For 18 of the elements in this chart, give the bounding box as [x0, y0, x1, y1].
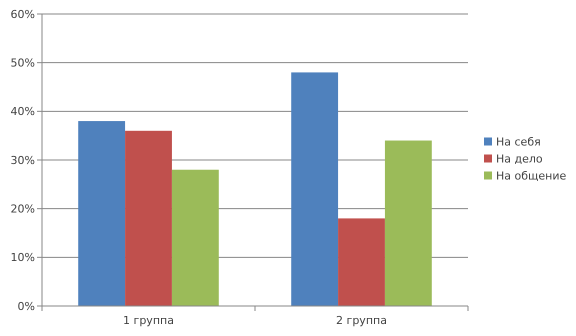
y-tick-label: 10%: [10, 251, 35, 264]
x-tick-label: 1 группа: [123, 314, 174, 327]
legend-label: На себя: [496, 135, 541, 148]
bar: [384, 140, 432, 306]
bar: [125, 130, 172, 306]
legend-label: На общение: [496, 169, 566, 182]
y-tick-label: 20%: [10, 202, 35, 216]
y-tick-label: 0%: [18, 300, 35, 313]
y-tick-label: 30%: [10, 154, 35, 167]
bar: [291, 72, 338, 306]
x-tick-label: 2 группа: [336, 314, 387, 327]
bar: [78, 121, 126, 306]
bar: [172, 170, 219, 306]
y-tick-label: 60%: [10, 8, 35, 21]
legend-label: На дело: [496, 152, 543, 166]
y-tick-label: 50%: [10, 56, 35, 70]
y-tick-label: 40%: [10, 105, 35, 118]
bar: [338, 218, 385, 306]
